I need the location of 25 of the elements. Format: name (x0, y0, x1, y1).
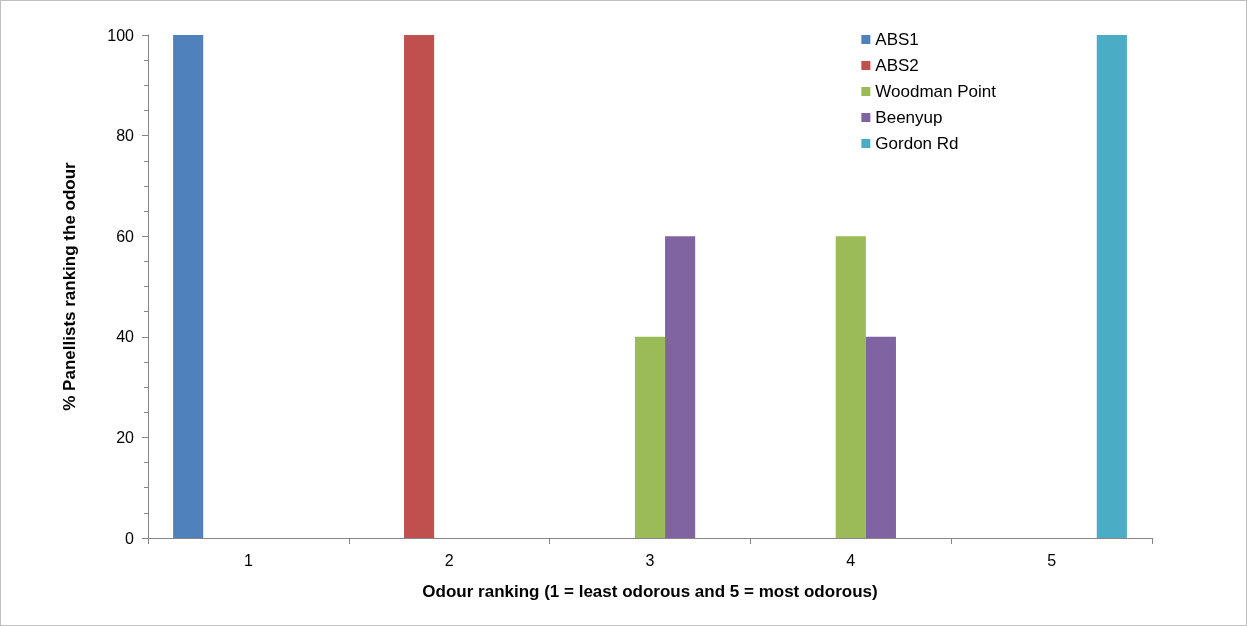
legend-label: ABS1 (875, 30, 919, 49)
x-axis-title: Odour ranking (1 = least odorous and 5 = most odorous) (422, 582, 878, 601)
bar (835, 236, 866, 538)
x-tick-label: 2 (444, 551, 454, 569)
bar (634, 336, 666, 538)
x-tick-label: 3 (645, 551, 655, 569)
bar (865, 336, 896, 538)
x-tick-label: 5 (1047, 551, 1057, 569)
x-tick-label: 4 (846, 551, 856, 569)
legend-label: Gordon Rd (875, 134, 959, 153)
bar (1096, 35, 1127, 538)
bar (404, 35, 435, 538)
y-tick-label: 60 (116, 227, 135, 245)
legend-label: Beenyup (875, 108, 943, 127)
legend-label: Woodman Point (875, 82, 997, 101)
bar (173, 35, 204, 538)
y-tick-label: 40 (116, 328, 135, 346)
bar (665, 236, 696, 538)
legend-label: ABS2 (875, 56, 919, 75)
y-tick-label: 0 (125, 529, 135, 547)
y-tick-label: 80 (116, 127, 135, 145)
x-tick-label: 1 (243, 551, 253, 569)
y-axis-title: % Panellists ranking the odour (60, 161, 79, 411)
y-tick-label: 20 (116, 428, 135, 446)
y-tick-label: 100 (107, 26, 135, 44)
